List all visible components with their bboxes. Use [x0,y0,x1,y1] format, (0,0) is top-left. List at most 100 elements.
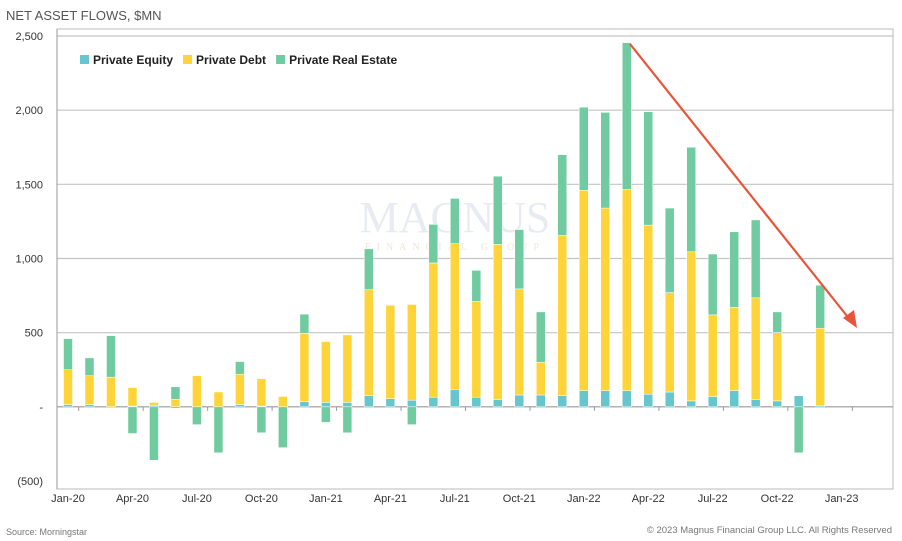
bar-private-debt [407,304,417,401]
legend-label: Private Equity [93,53,173,67]
bar-private-real-estate [643,111,653,226]
bar-private-equity [342,402,353,408]
x-tick-label: Jan-22 [567,493,601,505]
copyright-note: © 2023 Magnus Financial Group LLC. All R… [646,525,892,536]
bar-private-real-estate [299,313,310,334]
legend-swatch [276,55,286,64]
bar-private-debt [170,399,181,408]
x-tick-label: Jan-20 [51,493,85,505]
y-tick-label: 1,000 [15,254,43,266]
bar-private-equity [321,402,331,408]
legend-label: Private Debt [196,53,266,67]
bar-private-equity [686,400,696,408]
bar-private-real-estate [600,112,610,209]
bar-private-debt [450,243,460,391]
bar-private-debt [621,189,632,391]
bar-private-debt [600,207,610,391]
chart-title: NET ASSET FLOWS, $MN [6,8,162,23]
bar-private-real-estate [149,406,159,461]
bar-private-equity [621,390,632,408]
bar-private-real-estate [342,406,353,434]
legend-label: Private Real Estate [289,53,397,67]
bar-private-real-estate [407,406,417,425]
bar-private-debt [63,369,73,405]
bar-private-debt [514,288,525,396]
bar-private-equity [63,404,73,408]
trend-arrow-line [629,43,852,322]
bar-private-equity [729,390,739,408]
bar-private-real-estate [278,406,288,448]
bar-private-real-estate [514,229,525,290]
bar-private-real-estate [450,198,460,244]
bar-private-equity [793,395,804,408]
bar-private-real-estate [557,154,568,236]
y-tick-label: 500 [25,328,43,340]
x-tick-label: Jul-21 [440,493,470,505]
bar-private-real-estate [815,284,825,329]
bar-private-debt [364,289,374,396]
x-tick-label: Apr-21 [374,493,407,505]
x-tick-label: Jan-21 [309,493,343,505]
bar-private-real-estate [772,311,782,333]
y-tick-label: 2,500 [15,31,43,43]
bar-private-real-estate [493,175,503,245]
bar-private-debt [664,292,675,393]
bar-private-real-estate [213,406,224,454]
bar-private-equity [600,390,610,408]
bar-private-equity [450,389,460,408]
bar-private-equity [407,399,417,408]
bar-private-equity [514,394,525,408]
trend-arrow-head [843,310,857,328]
y-tick-label: - [39,402,43,414]
bar-private-debt [278,396,288,408]
bar-private-debt [471,301,482,398]
bar-private-real-estate [63,338,73,371]
bar-private-equity [493,399,503,408]
bar-private-real-estate [256,406,267,434]
bar-private-real-estate [579,106,589,191]
bar-private-real-estate [170,386,181,400]
bar-private-equity [536,394,546,408]
bar-private-debt [235,373,245,405]
bar-private-equity [772,400,782,408]
bar-private-equity [385,398,396,408]
x-tick-label: Jul-20 [182,493,212,505]
bar-private-debt [729,307,739,391]
bar-private-real-estate [707,253,718,316]
bar-private-equity [750,399,761,408]
bar-private-debt [579,190,589,391]
bar-private-debt [643,224,653,395]
bar-private-equity [557,395,568,408]
bar-private-equity [664,391,675,408]
bar-private-real-estate [84,357,95,376]
x-tick-label: Apr-22 [632,493,665,505]
bar-private-equity [235,404,245,408]
bar-private-equity [471,396,482,408]
bar-private-debt [149,402,159,406]
bar-private-debt [428,262,439,398]
x-tick-label: Oct-22 [761,493,794,505]
x-tick-label: Apr-20 [116,493,149,505]
bar-private-debt [84,375,95,405]
bar-private-debt [106,376,116,408]
bar-private-debt [707,314,718,397]
bar-private-debt [127,387,138,407]
bar-private-real-estate [621,42,632,190]
bar-private-debt [750,297,761,400]
bar-private-real-estate [664,207,675,293]
bar-private-debt [385,304,396,399]
bar-private-equity [579,390,589,408]
x-tick-label: Oct-21 [503,493,536,505]
bar-private-debt [342,334,353,403]
bar-private-real-estate [536,311,546,363]
bar-private-debt [299,333,310,402]
bar-private-real-estate [321,406,331,423]
bar-private-real-estate [235,361,245,375]
x-tick-label: Jan-23 [825,493,859,505]
bar-private-real-estate [686,147,696,253]
bar-private-debt [815,327,825,406]
bar-private-debt [321,341,331,403]
bar-private-debt [557,235,568,396]
bar-private-equity [707,396,718,408]
